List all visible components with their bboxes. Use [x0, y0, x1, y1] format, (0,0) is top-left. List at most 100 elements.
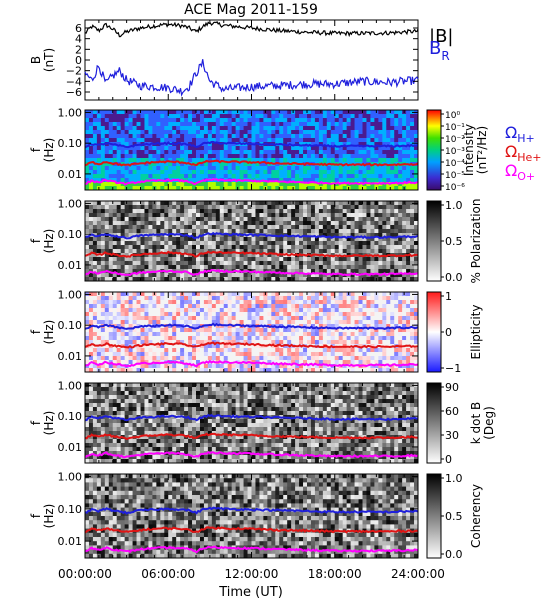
spectrogram-cell — [247, 166, 252, 171]
spectrogram-cell — [140, 340, 145, 345]
spectrogram-cell — [223, 217, 229, 222]
spectrogram-cell — [255, 340, 260, 345]
spectrogram-cell — [211, 225, 217, 230]
spectrogram-cell — [398, 142, 403, 147]
spectrogram-cell — [223, 233, 229, 238]
spectrogram-cell — [374, 233, 379, 238]
spectrogram-cell — [164, 166, 169, 171]
spectrogram-cell — [140, 225, 145, 230]
spectrogram-cell — [307, 340, 312, 345]
spectrogram-cell — [136, 340, 141, 345]
spectrogram-cell — [152, 312, 157, 317]
spectrogram-cell — [235, 336, 240, 341]
spectrogram-cell — [314, 360, 320, 365]
spectrogram-cell — [410, 178, 415, 183]
spectrogram-cell — [211, 237, 217, 242]
spectrogram-cell — [287, 134, 292, 139]
spectrogram-cell — [291, 352, 296, 357]
spectrogram-cell — [394, 158, 399, 163]
spectrogram-cell — [227, 348, 232, 353]
spectrogram-cell — [112, 332, 118, 337]
spectrogram-cell — [275, 360, 280, 365]
spectrogram-cell — [279, 178, 284, 183]
spectrogram-cell — [303, 229, 308, 234]
spectrogram-cell — [259, 296, 264, 301]
spectrogram-cell — [330, 158, 336, 163]
spectrogram-cell — [370, 312, 375, 317]
spectrogram-cell — [314, 126, 320, 131]
spectrogram-cell — [164, 221, 169, 226]
spectrogram-cell — [259, 328, 264, 333]
spectrogram-cell — [247, 352, 252, 357]
spectrogram-cell — [180, 237, 185, 242]
spectrogram-cell — [136, 269, 141, 274]
spectrogram-cell — [287, 233, 292, 238]
spectrogram-cell — [295, 166, 300, 171]
colorbar-tick-label: 10⁻⁴ — [445, 159, 465, 169]
spectrogram-cell — [267, 205, 272, 210]
spectrogram-cell — [247, 257, 252, 262]
spectrogram-cell — [184, 213, 189, 218]
spectrogram-cell — [374, 178, 379, 183]
spectrogram-cell — [334, 300, 340, 305]
spectrogram-cell — [231, 292, 236, 297]
spectrogram-cell — [148, 257, 153, 262]
spectrogram-cell — [188, 225, 193, 230]
spectrogram-cell — [342, 229, 347, 234]
spectrogram-cell — [168, 122, 173, 127]
spectrogram-cell — [160, 130, 165, 135]
spectrogram-cell — [92, 257, 98, 262]
spectrogram-cell — [318, 312, 324, 317]
spectrogram-cell — [199, 217, 205, 222]
spectrogram-cell — [378, 138, 383, 143]
spectrogram-cell — [410, 130, 415, 135]
spectrogram-cell — [96, 336, 102, 341]
spectrogram-cell — [211, 229, 217, 234]
spectrogram-cell — [124, 158, 129, 163]
spectrogram-cell — [251, 241, 256, 246]
spectrogram-cell — [263, 261, 268, 266]
spectrogram-cell — [227, 158, 232, 163]
spectrogram-cell — [199, 154, 205, 159]
spectrogram-cell — [196, 320, 201, 325]
spectrogram-cell — [203, 348, 209, 353]
spectrogram-cell — [267, 261, 272, 266]
spectrogram-cell — [334, 368, 340, 373]
spectrogram-cell — [310, 229, 316, 234]
spectrogram-cell — [92, 170, 98, 175]
spectrogram-cell — [227, 273, 232, 278]
spectrogram-cell — [203, 221, 209, 226]
spectrogram-cell — [382, 213, 387, 218]
spectrogram-cell — [88, 134, 94, 139]
spectrogram-cell — [334, 146, 340, 151]
spectrogram-cell — [188, 118, 193, 123]
spectrogram-cell — [299, 209, 304, 214]
spectrogram-cell — [156, 166, 161, 171]
spectrogram-cell — [199, 225, 205, 230]
spectrogram-cell — [283, 130, 288, 135]
spectrogram-cell — [176, 205, 181, 210]
spectrogram-cell — [128, 324, 133, 329]
spectrogram-cell — [287, 320, 292, 325]
y-tick-label: 6 — [75, 22, 82, 35]
spectrogram-cell — [394, 170, 399, 175]
spectrogram-cell — [346, 134, 351, 139]
spectrogram-cell — [231, 134, 236, 139]
spectrogram-cell — [346, 265, 351, 270]
spectrogram-cell — [120, 150, 125, 155]
spectrogram-cell — [346, 150, 351, 155]
spectrogram-cell — [108, 186, 114, 191]
spectrogram-cell — [203, 205, 209, 210]
spectrogram-cell — [330, 229, 336, 234]
spectrogram-cell — [291, 312, 296, 317]
spectrogram-cell — [386, 154, 391, 159]
spectrogram-cell — [334, 233, 340, 238]
spectrogram-cell — [307, 364, 312, 369]
spectrogram-cell — [287, 213, 292, 218]
spectrogram-cell — [92, 300, 98, 305]
spectrogram-cell — [140, 170, 145, 175]
spectrogram-cell — [164, 332, 169, 337]
spectrogram-cell — [318, 174, 324, 179]
spectrogram-cell — [124, 344, 129, 349]
omega-sub: H+ — [517, 132, 535, 145]
